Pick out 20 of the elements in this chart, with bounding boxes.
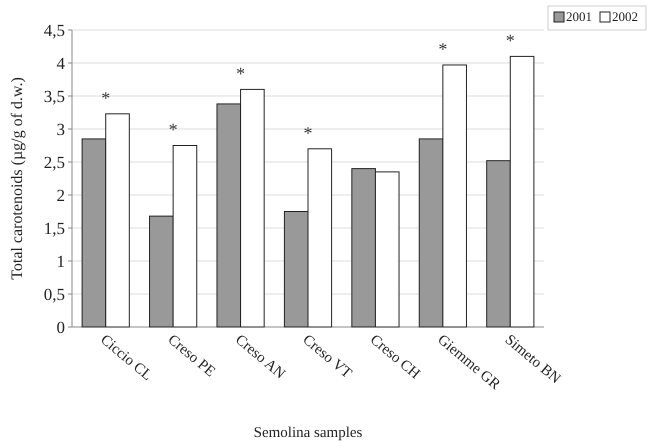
annotation: * bbox=[236, 63, 246, 84]
legend-label: 2001 bbox=[566, 9, 592, 24]
annotation: * bbox=[168, 120, 178, 140]
y-tick-label: 2,5 bbox=[44, 152, 65, 172]
y-tick-label: 4 bbox=[56, 54, 66, 73]
x-axis-title: Semolina samples bbox=[254, 425, 363, 441]
y-tick-label: 1 bbox=[56, 252, 65, 271]
y-tick-label: 0 bbox=[56, 318, 65, 337]
annotation: * bbox=[506, 30, 515, 50]
y-tick-label: 1,5 bbox=[44, 218, 65, 238]
y-tick-label: 2 bbox=[56, 186, 65, 205]
y-tick-label: 4,5 bbox=[44, 20, 65, 40]
y-axis-title: Total carotenoids (µg/g of d.w.) bbox=[9, 77, 26, 280]
annotation: * bbox=[438, 38, 448, 59]
annotation: * bbox=[304, 122, 312, 143]
y-tick-label: 3,5 bbox=[44, 86, 65, 106]
y-tick-label: 0,5 bbox=[44, 284, 65, 304]
legend-label: 2002 bbox=[612, 9, 638, 24]
y-tick-label: 3 bbox=[56, 120, 65, 139]
annotation: * bbox=[101, 88, 110, 108]
